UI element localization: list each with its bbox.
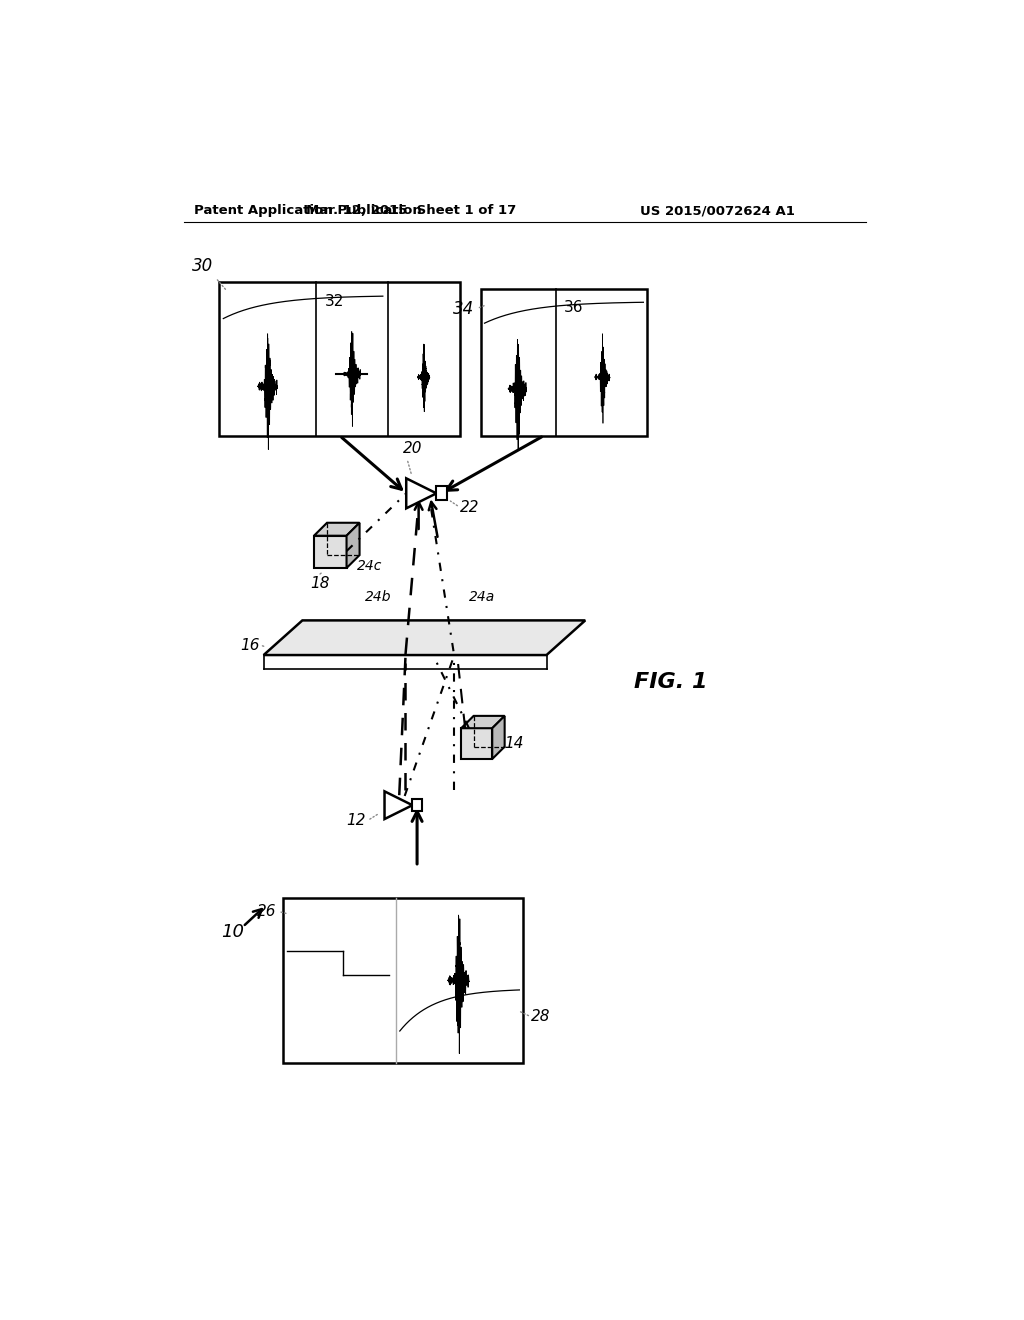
Text: FIG. 1: FIG. 1 bbox=[634, 672, 708, 692]
Text: Mar. 12, 2015  Sheet 1 of 17: Mar. 12, 2015 Sheet 1 of 17 bbox=[306, 205, 516, 218]
Text: 22: 22 bbox=[460, 500, 479, 515]
Polygon shape bbox=[385, 792, 413, 818]
Bar bbox=[219, 281, 460, 436]
Text: Patent Application Publication: Patent Application Publication bbox=[194, 205, 422, 218]
Text: US 2015/0072624 A1: US 2015/0072624 A1 bbox=[640, 205, 795, 218]
Text: 14: 14 bbox=[504, 737, 523, 751]
Bar bbox=[480, 289, 647, 436]
Polygon shape bbox=[346, 523, 359, 568]
Text: 34: 34 bbox=[454, 300, 474, 318]
Text: 26: 26 bbox=[257, 904, 276, 919]
Text: 28: 28 bbox=[531, 1010, 551, 1024]
Text: 36: 36 bbox=[563, 300, 583, 315]
Text: 16: 16 bbox=[241, 638, 260, 652]
Text: 24c: 24c bbox=[356, 560, 382, 573]
Bar bbox=[314, 536, 346, 568]
Text: 32: 32 bbox=[325, 294, 344, 309]
Polygon shape bbox=[407, 478, 436, 508]
Bar bbox=[461, 729, 493, 759]
Text: 24b: 24b bbox=[365, 590, 391, 605]
Text: 24a: 24a bbox=[469, 590, 496, 605]
Text: 30: 30 bbox=[193, 257, 213, 276]
Text: 18: 18 bbox=[310, 576, 330, 591]
Polygon shape bbox=[314, 523, 359, 536]
Bar bbox=[413, 799, 422, 812]
Text: 12: 12 bbox=[346, 813, 366, 828]
Bar bbox=[283, 898, 523, 1063]
Text: 20: 20 bbox=[403, 441, 423, 457]
Polygon shape bbox=[461, 715, 505, 729]
Polygon shape bbox=[263, 620, 586, 655]
Polygon shape bbox=[493, 715, 505, 759]
Text: 10: 10 bbox=[221, 923, 244, 941]
Bar bbox=[436, 487, 446, 500]
